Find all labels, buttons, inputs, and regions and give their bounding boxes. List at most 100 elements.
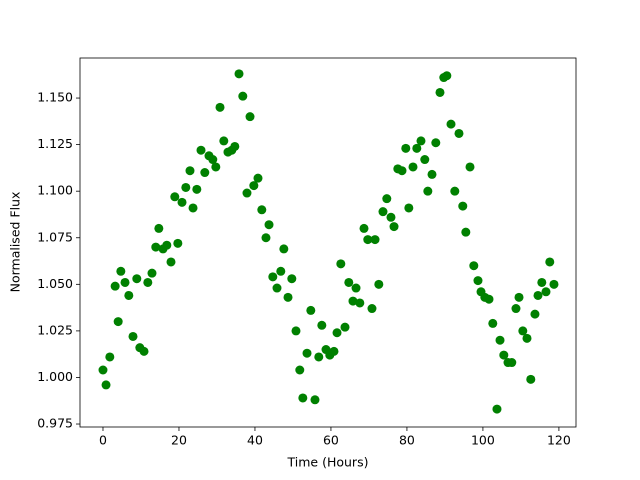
point	[105, 352, 115, 362]
y-axis-label: Normalised Flux	[8, 192, 23, 293]
x-tick-label: 40	[247, 433, 263, 448]
point	[541, 287, 551, 297]
point	[495, 335, 505, 345]
point	[268, 272, 278, 282]
point	[458, 201, 468, 211]
point	[124, 290, 134, 300]
point	[382, 194, 392, 204]
point	[128, 331, 138, 341]
point	[427, 169, 437, 179]
point	[408, 162, 418, 172]
point	[484, 294, 494, 304]
point	[261, 233, 271, 243]
y-tick-label: 1.125	[37, 136, 73, 151]
point	[340, 322, 350, 332]
point	[147, 268, 157, 278]
point	[257, 205, 267, 215]
point	[416, 136, 426, 146]
point	[363, 235, 373, 245]
point	[507, 358, 517, 368]
point	[431, 138, 441, 148]
point	[177, 197, 187, 207]
x-tick-label: 0	[99, 433, 107, 448]
x-tick-label: 120	[547, 433, 571, 448]
point	[518, 326, 528, 336]
point	[291, 326, 301, 336]
point	[329, 346, 339, 356]
point	[173, 238, 183, 248]
y-tick-label: 1.100	[37, 183, 73, 198]
y-tick-label: 1.000	[37, 369, 73, 384]
point	[374, 279, 384, 289]
point	[423, 186, 433, 196]
point	[412, 143, 422, 153]
point	[249, 181, 259, 191]
point	[298, 393, 308, 403]
point	[473, 276, 483, 286]
point	[450, 186, 460, 196]
point	[287, 274, 297, 284]
point	[302, 348, 312, 358]
point	[435, 87, 445, 97]
point	[188, 203, 198, 213]
point	[533, 290, 543, 300]
point	[492, 404, 502, 414]
point	[420, 155, 430, 165]
point	[208, 155, 218, 165]
x-tick-label: 20	[171, 433, 187, 448]
x-tick-label: 100	[471, 433, 495, 448]
point	[348, 296, 358, 306]
point	[211, 162, 221, 172]
point	[215, 102, 225, 112]
point	[389, 222, 399, 232]
point	[461, 227, 471, 237]
y-tick-label: 0.975	[37, 416, 73, 431]
point	[401, 143, 411, 153]
point	[499, 350, 509, 360]
point	[283, 292, 293, 302]
point	[549, 279, 559, 289]
point	[143, 277, 153, 287]
point	[264, 220, 274, 230]
point	[314, 352, 324, 362]
point	[295, 365, 305, 375]
x-tick-label: 60	[323, 433, 339, 448]
point	[332, 328, 342, 338]
point	[367, 304, 377, 314]
point	[386, 212, 396, 222]
point	[355, 298, 365, 308]
point	[537, 277, 547, 287]
point	[404, 203, 414, 213]
point	[116, 266, 126, 276]
point	[279, 244, 289, 254]
point	[219, 136, 229, 146]
point	[120, 277, 130, 287]
point	[276, 266, 286, 276]
point	[454, 128, 464, 138]
point	[230, 141, 240, 151]
y-tick-label: 1.025	[37, 322, 73, 337]
point	[272, 283, 282, 293]
point	[511, 304, 521, 314]
point	[344, 277, 354, 287]
point	[397, 166, 407, 176]
point	[469, 261, 479, 271]
point	[359, 223, 369, 233]
point	[139, 346, 149, 356]
y-tick-label: 1.150	[37, 90, 73, 105]
point	[185, 166, 195, 176]
x-tick-label: 80	[399, 433, 415, 448]
point	[98, 365, 108, 375]
x-axis-label: Time (Hours)	[287, 455, 369, 470]
point	[154, 223, 164, 233]
point	[162, 240, 172, 250]
plot-frame	[79, 57, 577, 428]
point	[181, 182, 191, 192]
point	[101, 380, 111, 390]
point	[446, 119, 456, 129]
point	[488, 318, 498, 328]
point	[253, 173, 263, 183]
point	[530, 309, 540, 319]
point	[351, 283, 361, 293]
